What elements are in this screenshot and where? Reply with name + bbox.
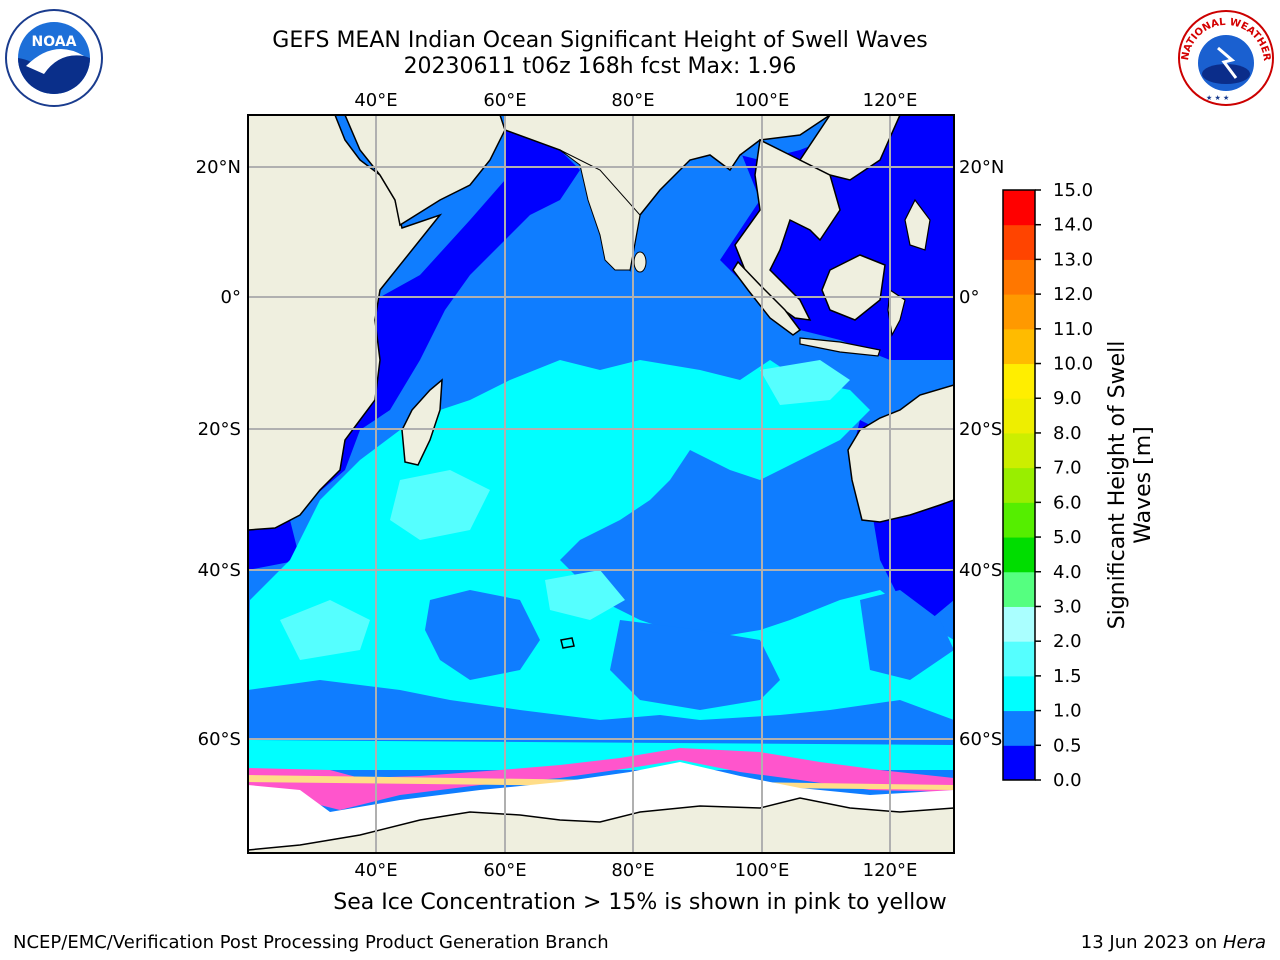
colorbar-tick-label: 5.0: [1053, 527, 1082, 548]
colorbar-swatch: [1003, 745, 1035, 781]
lon-label: 100°E: [735, 90, 790, 111]
map-frame: [247, 114, 955, 854]
colorbar-swatch: [1003, 537, 1035, 573]
lon-label: 120°E: [863, 860, 918, 881]
colorbar-swatch: [1003, 502, 1035, 538]
colorbar-swatch: [1003, 606, 1035, 642]
colorbar-tick-label: 0.0: [1053, 770, 1082, 791]
svg-text:★ ★ ★: ★ ★ ★: [1206, 94, 1229, 102]
colorbar-tick-label: 14.0: [1053, 215, 1093, 236]
colorbar-tick-label: 1.5: [1053, 666, 1082, 687]
colorbar-swatch: [1003, 398, 1035, 434]
map-subtitle: 20230611 t06z 168h fcst Max: 1.96: [403, 54, 797, 79]
colorbar-tick-label: 0.5: [1053, 735, 1082, 756]
graticule: [248, 115, 954, 853]
colorbar-tick-label: 10.0: [1053, 354, 1093, 375]
lon-label: 100°E: [735, 860, 790, 881]
colorbar-tick-label: 11.0: [1053, 319, 1093, 340]
footer-date: 13 Jun 2023 on Hera: [1081, 932, 1266, 953]
noaa-logo-text: NOAA: [32, 34, 77, 50]
noaa-logo: NOAA: [5, 9, 103, 107]
colorbar-tick-label: 9.0: [1053, 388, 1082, 409]
lat-labels-right: 20°N 0° 20°S 40°S 60°S: [959, 157, 1004, 750]
lon-label: 40°E: [354, 90, 397, 111]
lon-label: 80°E: [611, 90, 654, 111]
footer-branch: NCEP/EMC/Verification Post Processing Pr…: [13, 932, 609, 953]
colorbar-label-line2: Waves [m]: [1131, 426, 1156, 543]
colorbar-label-line1: Significant Height of Swell: [1105, 341, 1130, 630]
lat-label: 60°S: [198, 729, 241, 750]
colorbar-tick-label: 3.0: [1053, 596, 1082, 617]
sea-ice-caption: Sea Ice Concentration > 15% is shown in …: [333, 890, 947, 915]
colorbar-tick-label: 8.0: [1053, 423, 1082, 444]
lon-label: 60°E: [483, 860, 526, 881]
colorbar-tick-label: 15.0: [1053, 180, 1093, 201]
lat-label: 0°: [959, 287, 979, 308]
lat-label: 20°N: [196, 157, 241, 178]
colorbar-swatch: [1003, 224, 1035, 260]
colorbar-swatch: [1003, 363, 1035, 399]
lon-label: 80°E: [611, 860, 654, 881]
colorbar-swatch: [1003, 710, 1035, 746]
colorbar-tick-label: 6.0: [1053, 492, 1082, 513]
colorbar-swatch: [1003, 190, 1035, 226]
lon-labels-bottom: 40°E 60°E 80°E 100°E 120°E: [354, 860, 917, 881]
colorbar-swatch: [1003, 432, 1035, 469]
colorbar-tick-label: 7.0: [1053, 458, 1082, 479]
map-panel: [248, 115, 954, 853]
footer-date-text: 13 Jun 2023 on: [1080, 932, 1223, 953]
lat-label: 20°N: [959, 157, 1004, 178]
lat-label: 0°: [221, 287, 241, 308]
colorbar-tick-label: 4.0: [1053, 562, 1082, 583]
map-title: GEFS MEAN Indian Ocean Significant Heigh…: [272, 28, 928, 53]
colorbar-ticks: 0.0 0.5 1.0 1.5 2.0 3.0 4.0 5.0 6.0 7.0 8.0 9.0 10.0…: [1035, 180, 1093, 791]
lat-label: 20°S: [959, 419, 1002, 440]
colorbar-swatch: [1003, 467, 1035, 503]
colorbar-label: Significant Height of Swell Waves [m]: [1105, 341, 1156, 630]
lat-label: 60°S: [959, 729, 1002, 750]
colorbar-swatch: [1003, 259, 1035, 295]
lon-label: 40°E: [354, 860, 397, 881]
colorbar-swatch: [1003, 294, 1035, 330]
footer-host: Hera: [1222, 932, 1266, 953]
colorbar-swatch: [1003, 328, 1035, 365]
colorbar-tick-label: 13.0: [1053, 249, 1093, 270]
lat-label: 40°S: [959, 560, 1002, 581]
lon-label: 60°E: [483, 90, 526, 111]
colorbar-tick-label: 2.0: [1053, 631, 1082, 652]
colorbar-swatch: [1003, 641, 1035, 677]
colorbar-tick-label: 1.0: [1053, 701, 1082, 722]
lon-labels-top: 40°E 60°E 80°E 100°E 120°E: [354, 90, 917, 111]
colorbar-frame: [1002, 189, 1036, 781]
lon-label: 120°E: [863, 90, 918, 111]
lat-label: 40°S: [198, 560, 241, 581]
nws-logo: NATIONAL WEATHER SERVICE ★ ★ ★: [1176, 8, 1274, 106]
colorbar-tick-label: 12.0: [1053, 284, 1093, 305]
colorbar-swatch: [1003, 675, 1035, 712]
lat-labels-left: 20°N 0° 20°S 40°S 60°S: [196, 157, 241, 750]
lat-label: 20°S: [198, 419, 241, 440]
colorbar-swatch: [1003, 571, 1035, 607]
colorbar: [1003, 190, 1035, 781]
